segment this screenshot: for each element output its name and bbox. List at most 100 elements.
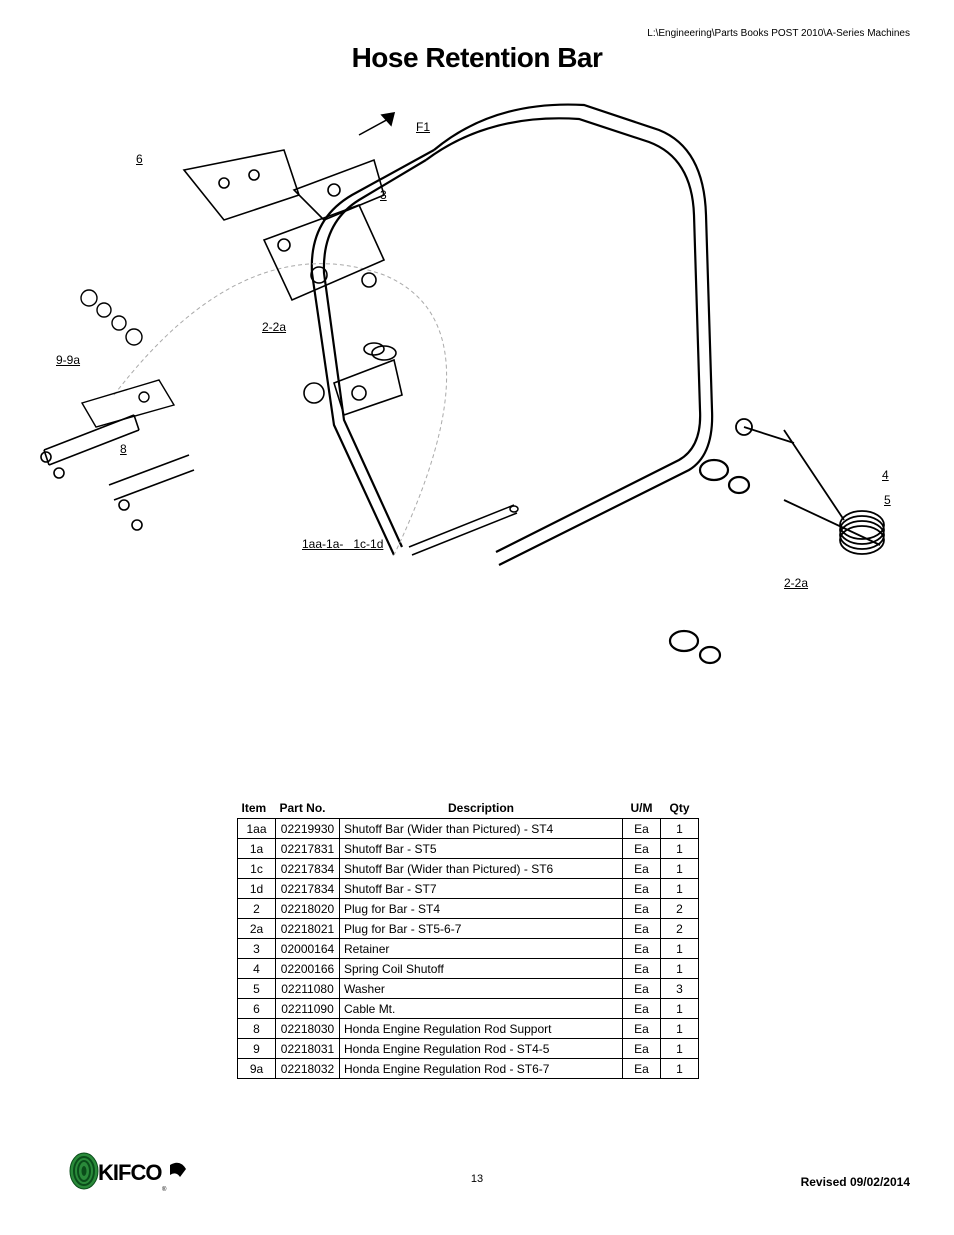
header-path: L:\Engineering\Parts Books POST 2010\A-S… xyxy=(647,28,910,39)
callout-8: 8 xyxy=(120,442,127,456)
cell-um: Ea xyxy=(623,1019,661,1039)
table-row: 9a02218032Honda Engine Regulation Rod - … xyxy=(238,1059,699,1079)
table-row: 202218020Plug for Bar - ST4Ea2 xyxy=(238,899,699,919)
cell-qty: 2 xyxy=(661,899,699,919)
cell-item: 2a xyxy=(238,919,276,939)
cell-description: Shutoff Bar (Wider than Pictured) - ST6 xyxy=(340,859,623,879)
kifco-logo: KIFCO ® xyxy=(68,1147,188,1195)
th-partno: Part No. xyxy=(276,800,340,819)
cell-item: 1d xyxy=(238,879,276,899)
cell-qty: 1 xyxy=(661,839,699,859)
cell-partno: 02217831 xyxy=(276,839,340,859)
callout-9-9a: 9-9a xyxy=(56,353,80,367)
table-row: 602211090Cable Mt.Ea1 xyxy=(238,999,699,1019)
table-row: 902218031Honda Engine Regulation Rod - S… xyxy=(238,1039,699,1059)
callout-4: 4 xyxy=(882,468,889,482)
cell-description: Plug for Bar - ST4 xyxy=(340,899,623,919)
cell-partno: 02211090 xyxy=(276,999,340,1019)
cell-item: 9a xyxy=(238,1059,276,1079)
cell-um: Ea xyxy=(623,979,661,999)
cell-qty: 1 xyxy=(661,819,699,839)
cell-um: Ea xyxy=(623,1039,661,1059)
cell-description: Shutoff Bar - ST5 xyxy=(340,839,623,859)
cell-um: Ea xyxy=(623,919,661,939)
callout-2-2a-left: 2-2a xyxy=(262,320,286,334)
cell-partno: 02218032 xyxy=(276,1059,340,1079)
cell-partno: 02211080 xyxy=(276,979,340,999)
cell-qty: 1 xyxy=(661,999,699,1019)
cell-partno: 02218021 xyxy=(276,919,340,939)
cell-partno: 02218031 xyxy=(276,1039,340,1059)
cell-item: 1c xyxy=(238,859,276,879)
cell-item: 4 xyxy=(238,959,276,979)
cell-um: Ea xyxy=(623,939,661,959)
cell-um: Ea xyxy=(623,819,661,839)
cell-qty: 3 xyxy=(661,979,699,999)
cell-description: Honda Engine Regulation Rod Support xyxy=(340,1019,623,1039)
revised-date: Revised 09/02/2014 xyxy=(801,1175,910,1189)
th-um: U/M xyxy=(623,800,661,819)
cell-description: Spring Coil Shutoff xyxy=(340,959,623,979)
parts-table: Item Part No. Description U/M Qty 1aa022… xyxy=(237,800,699,1079)
table-header-row: Item Part No. Description U/M Qty xyxy=(238,800,699,819)
callout-1aa: 1aa-1a- 1c-1d xyxy=(302,537,383,551)
table-row: 402200166Spring Coil ShutoffEa1 xyxy=(238,959,699,979)
cell-um: Ea xyxy=(623,1059,661,1079)
cell-item: 1aa xyxy=(238,819,276,839)
table-row: 302000164RetainerEa1 xyxy=(238,939,699,959)
cell-item: 2 xyxy=(238,899,276,919)
callout-f1: F1 xyxy=(416,120,430,134)
cell-description: Washer xyxy=(340,979,623,999)
cell-partno: 02218030 xyxy=(276,1019,340,1039)
cell-description: Shutoff Bar (Wider than Pictured) - ST4 xyxy=(340,819,623,839)
table-row: 802218030Honda Engine Regulation Rod Sup… xyxy=(238,1019,699,1039)
table-row: 1a02217831Shutoff Bar - ST5Ea1 xyxy=(238,839,699,859)
cell-description: Retainer xyxy=(340,939,623,959)
cell-qty: 1 xyxy=(661,939,699,959)
cell-um: Ea xyxy=(623,899,661,919)
callout-5: 5 xyxy=(884,493,891,507)
cell-description: Plug for Bar - ST5-6-7 xyxy=(340,919,623,939)
svg-text:®: ® xyxy=(162,1186,167,1193)
cell-item: 6 xyxy=(238,999,276,1019)
cell-qty: 1 xyxy=(661,1059,699,1079)
cell-item: 8 xyxy=(238,1019,276,1039)
table-row: 1aa02219930Shutoff Bar (Wider than Pictu… xyxy=(238,819,699,839)
callout-6: 6 xyxy=(136,152,143,166)
cell-qty: 2 xyxy=(661,919,699,939)
page-title: Hose Retention Bar xyxy=(0,42,954,74)
cell-qty: 1 xyxy=(661,959,699,979)
cell-item: 3 xyxy=(238,939,276,959)
cell-qty: 1 xyxy=(661,859,699,879)
table-row: 1c02217834Shutoff Bar (Wider than Pictur… xyxy=(238,859,699,879)
callout-2-2a-right: 2-2a xyxy=(784,576,808,590)
table-row: 1d02217834Shutoff Bar - ST7Ea1 xyxy=(238,879,699,899)
cell-item: 9 xyxy=(238,1039,276,1059)
cell-partno: 02200166 xyxy=(276,959,340,979)
cell-qty: 1 xyxy=(661,1019,699,1039)
cell-qty: 1 xyxy=(661,1039,699,1059)
th-item: Item xyxy=(238,800,276,819)
cell-um: Ea xyxy=(623,999,661,1019)
table-row: 502211080WasherEa3 xyxy=(238,979,699,999)
th-qty: Qty xyxy=(661,800,699,819)
cell-description: Shutoff Bar - ST7 xyxy=(340,879,623,899)
cell-um: Ea xyxy=(623,859,661,879)
cell-um: Ea xyxy=(623,839,661,859)
cell-qty: 1 xyxy=(661,879,699,899)
cell-partno: 02219930 xyxy=(276,819,340,839)
cell-item: 1a xyxy=(238,839,276,859)
cell-description: Cable Mt. xyxy=(340,999,623,1019)
cell-partno: 02000164 xyxy=(276,939,340,959)
cell-um: Ea xyxy=(623,959,661,979)
cell-partno: 02218020 xyxy=(276,899,340,919)
th-description: Description xyxy=(340,800,623,819)
cell-partno: 02217834 xyxy=(276,859,340,879)
cell-partno: 02217834 xyxy=(276,879,340,899)
callout-3: 3 xyxy=(380,188,387,202)
table-row: 2a02218021Plug for Bar - ST5-6-7Ea2 xyxy=(238,919,699,939)
cell-description: Honda Engine Regulation Rod - ST4-5 xyxy=(340,1039,623,1059)
cell-description: Honda Engine Regulation Rod - ST6-7 xyxy=(340,1059,623,1079)
cell-item: 5 xyxy=(238,979,276,999)
cell-um: Ea xyxy=(623,879,661,899)
